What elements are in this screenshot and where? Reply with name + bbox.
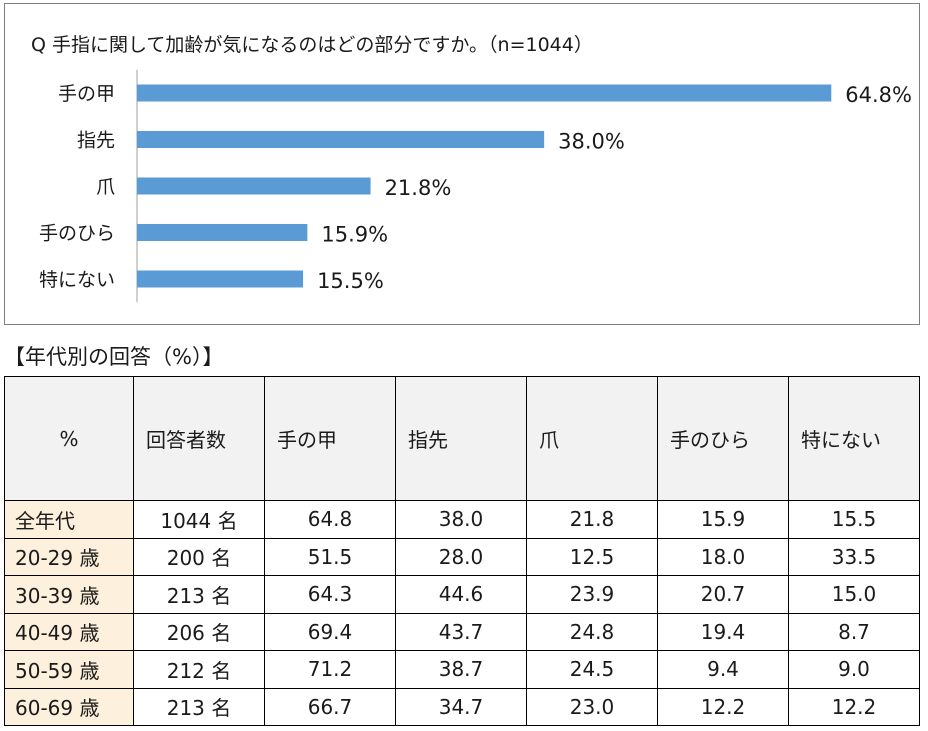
table-row: 60-69 歳 213 名 66.7 34.7 23.0 12.2 12.2 bbox=[4, 687, 920, 726]
bar-chart: Q 手指に関して加齢が気になるのはどの部分ですか。（n=1044） 手の甲 64.8… bbox=[31, 34, 912, 303]
header-respondents: 回答者数 bbox=[133, 376, 265, 501]
age-breakdown-table: % 回答者数 手の甲 指先 爪 手のひら 特にない 全年代 1044 名 64.8 3… bbox=[4, 376, 920, 726]
back-of-hand-cell: 69.4 bbox=[264, 612, 396, 651]
palm-cell: 20.7 bbox=[657, 575, 789, 614]
fingertips-cell: 28.0 bbox=[395, 537, 527, 576]
palm-cell: 15.9 bbox=[657, 500, 789, 539]
respondents-cell: 213 名 bbox=[133, 575, 265, 614]
back-of-hand-cell: 66.7 bbox=[264, 687, 396, 726]
back-of-hand-cell: 51.5 bbox=[264, 537, 396, 576]
bar bbox=[137, 270, 304, 288]
respondents-cell: 212 名 bbox=[133, 650, 265, 689]
nothing-cell: 8.7 bbox=[788, 612, 920, 651]
age-group-cell: 30-39 歳 bbox=[4, 575, 134, 614]
back-of-hand-cell: 71.2 bbox=[264, 650, 396, 689]
category-label: 手の甲 bbox=[58, 83, 115, 105]
age-group-cell: 全年代 bbox=[4, 500, 134, 539]
fingertips-cell: 34.7 bbox=[395, 687, 527, 726]
header-nails: 爪 bbox=[526, 376, 658, 501]
table-row: 20-29 歳 200 名 51.5 28.0 12.5 18.0 33.5 bbox=[4, 537, 920, 576]
nails-cell: 23.0 bbox=[526, 687, 658, 726]
respondents-cell: 1044 名 bbox=[133, 500, 265, 539]
fingertips-cell: 38.7 bbox=[395, 650, 527, 689]
bar-chart-panel: Q 手指に関して加齢が気になるのはどの部分ですか。（n=1044） 手の甲 64.8… bbox=[4, 3, 920, 325]
category-label: 指先 bbox=[77, 130, 115, 152]
chart-title: Q 手指に関して加齢が気になるのはどの部分ですか。（n=1044） bbox=[31, 34, 593, 56]
nails-cell: 21.8 bbox=[526, 500, 658, 539]
category-label: 爪 bbox=[96, 176, 115, 198]
palm-cell: 9.4 bbox=[657, 650, 789, 689]
nails-cell: 24.8 bbox=[526, 612, 658, 651]
back-of-hand-cell: 64.3 bbox=[264, 575, 396, 614]
table-row: 全年代 1044 名 64.8 38.0 21.8 15.9 15.5 bbox=[4, 500, 920, 539]
category-label: 手のひら bbox=[39, 223, 115, 245]
bar bbox=[137, 177, 371, 195]
table-row: 30-39 歳 213 名 64.3 44.6 23.9 20.7 15.0 bbox=[4, 575, 920, 614]
table-header-row: % 回答者数 手の甲 指先 爪 手のひら 特にない bbox=[4, 376, 920, 501]
value-label: 38.0% bbox=[558, 130, 625, 154]
fingertips-cell: 38.0 bbox=[395, 500, 527, 539]
value-label: 64.8% bbox=[845, 83, 912, 107]
age-group-cell: 50-59 歳 bbox=[4, 650, 134, 689]
nothing-cell: 9.0 bbox=[788, 650, 920, 689]
category-label: 特にない bbox=[39, 269, 115, 291]
header-nothing-in-particular: 特にない bbox=[788, 376, 920, 501]
value-label: 15.9% bbox=[321, 223, 388, 247]
value-label: 15.5% bbox=[317, 269, 384, 293]
nothing-cell: 33.5 bbox=[788, 537, 920, 576]
nothing-cell: 15.0 bbox=[788, 575, 920, 614]
nails-cell: 23.9 bbox=[526, 575, 658, 614]
header-palm: 手のひら bbox=[657, 376, 789, 501]
respondents-cell: 206 名 bbox=[133, 612, 265, 651]
palm-cell: 18.0 bbox=[657, 537, 789, 576]
header-back-of-hand: 手の甲 bbox=[264, 376, 396, 501]
value-label: 21.8% bbox=[385, 176, 452, 200]
header-percent: % bbox=[4, 376, 134, 501]
table-row: 50-59 歳 212 名 71.2 38.7 24.5 9.4 9.0 bbox=[4, 650, 920, 689]
back-of-hand-cell: 64.8 bbox=[264, 500, 396, 539]
fingertips-cell: 44.6 bbox=[395, 575, 527, 614]
nails-cell: 12.5 bbox=[526, 537, 658, 576]
table-row: 40-49 歳 206 名 69.4 43.7 24.8 19.4 8.7 bbox=[4, 612, 920, 651]
bar bbox=[137, 84, 832, 102]
age-group-cell: 20-29 歳 bbox=[4, 537, 134, 576]
nothing-cell: 15.5 bbox=[788, 500, 920, 539]
age-group-cell: 40-49 歳 bbox=[4, 612, 134, 651]
header-fingertips: 指先 bbox=[395, 376, 527, 501]
age-group-cell: 60-69 歳 bbox=[4, 687, 134, 726]
nails-cell: 24.5 bbox=[526, 650, 658, 689]
nothing-cell: 12.2 bbox=[788, 687, 920, 726]
bar bbox=[137, 131, 545, 148]
palm-cell: 19.4 bbox=[657, 612, 789, 651]
respondents-cell: 213 名 bbox=[133, 687, 265, 726]
fingertips-cell: 43.7 bbox=[395, 612, 527, 651]
table-heading: 【年代別の回答（%）】 bbox=[4, 345, 224, 369]
bar bbox=[137, 224, 308, 241]
respondents-cell: 200 名 bbox=[133, 537, 265, 576]
palm-cell: 12.2 bbox=[657, 687, 789, 726]
